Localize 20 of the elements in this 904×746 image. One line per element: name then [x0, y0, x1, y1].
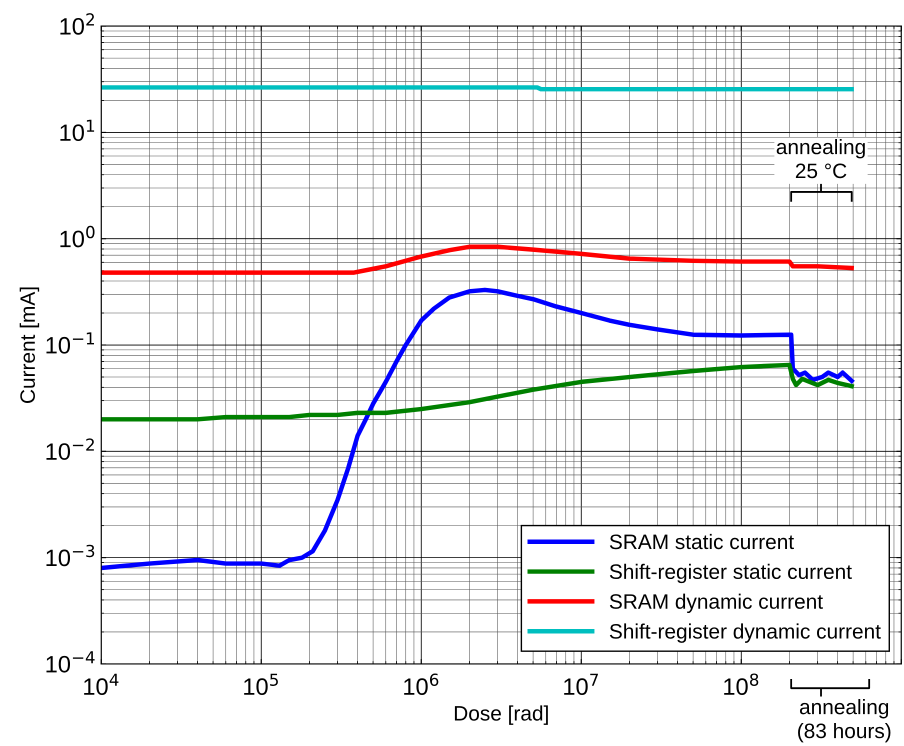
legend-label: SRAM static current	[610, 534, 794, 550]
y-tick-label: 10$^{−4}$	[46, 651, 95, 673]
x-tick-label: 10$^{4}$	[84, 674, 118, 696]
legend-label: SRAM dynamic current	[610, 594, 823, 614]
y-axis-title: Current [mA]	[20, 287, 40, 404]
x-tick-label: 10$^{5}$	[244, 674, 278, 696]
y-tick-label: 10$^{−3}$	[46, 544, 94, 566]
y-tick-label: 10$^{−2}$	[46, 438, 94, 460]
annotation: annealing 25 °C	[776, 139, 865, 178]
y-tick-label: 10$^{2}$	[60, 13, 94, 35]
legend-label: Shift-register static current	[610, 564, 852, 584]
x-tick-label: 10$^{6}$	[404, 673, 438, 695]
text: annealing (83 hours)	[798, 699, 890, 742]
y-tick-label: 10$^{0}$	[60, 226, 95, 248]
x-tick-label: 10$^{8}$	[724, 673, 758, 695]
legend-label: Shift-register dynamic current	[610, 623, 881, 643]
y-tick-label: 10$^{−1}$	[46, 332, 94, 354]
x-tick-label: 10$^{7}$	[564, 674, 598, 696]
y-tick-label: 10$^{1}$	[60, 120, 94, 142]
x-axis-title: Dose [rad]	[454, 705, 548, 725]
